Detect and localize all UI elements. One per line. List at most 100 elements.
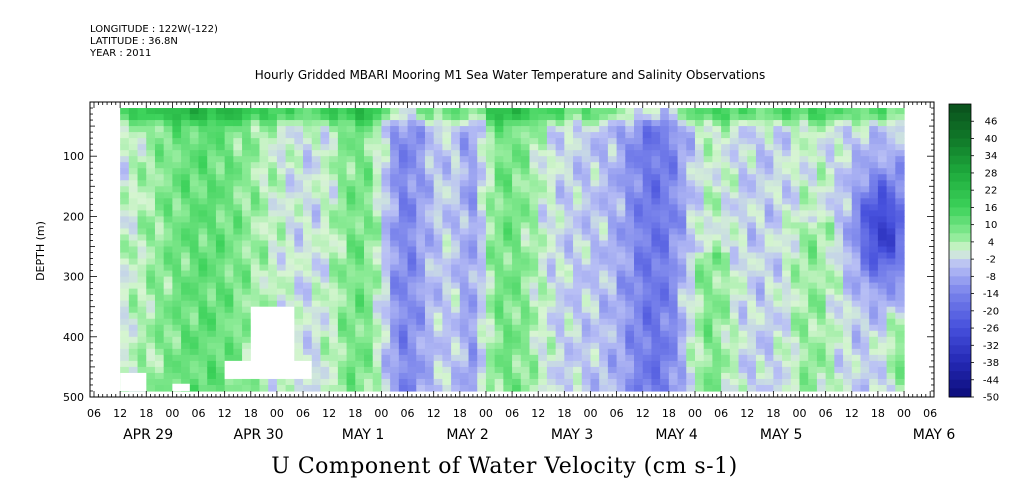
heatmap-cell	[843, 324, 853, 332]
heatmap-cell	[529, 126, 539, 133]
heatmap-cell	[285, 288, 295, 296]
heatmap-cell	[372, 306, 383, 314]
heatmap-cell	[181, 366, 191, 374]
heatmap-cell	[337, 342, 348, 350]
heatmap-cell	[276, 144, 287, 151]
heatmap-cell	[773, 372, 783, 380]
heatmap-cell	[651, 306, 661, 314]
heatmap-cell	[451, 210, 461, 217]
heatmap-cell	[886, 234, 896, 242]
heatmap-cell	[337, 198, 348, 205]
heatmap-cell	[634, 216, 644, 224]
heatmap-cell	[120, 252, 130, 260]
heatmap-cell	[642, 216, 653, 224]
heatmap-cell	[294, 282, 304, 290]
heatmap-cell	[877, 126, 888, 133]
colorbar-swatch	[949, 172, 971, 183]
heatmap-cell	[398, 114, 409, 121]
heatmap-cell	[546, 270, 557, 278]
colorbar-swatch	[949, 233, 971, 243]
heatmap-cell	[581, 312, 592, 320]
heatmap-cell	[816, 276, 827, 284]
heatmap-cell	[808, 150, 818, 157]
heatmap-cell	[189, 108, 200, 115]
heatmap-cell	[494, 336, 504, 344]
heatmap-cell	[268, 126, 278, 133]
heatmap-cell	[294, 186, 304, 193]
heatmap-cell	[573, 216, 583, 224]
heatmap-cell	[154, 360, 165, 368]
heatmap-cell	[303, 180, 313, 187]
heatmap-cell	[816, 312, 827, 320]
heatmap-cell	[581, 192, 592, 199]
heatmap-cell	[538, 210, 548, 217]
heatmap-cell	[686, 252, 696, 260]
heatmap-cell	[346, 300, 356, 308]
heatmap-cell	[364, 354, 374, 362]
heatmap-cell	[424, 258, 435, 266]
heatmap-cell	[869, 270, 879, 278]
heatmap-cell	[468, 330, 478, 338]
heatmap-cell	[442, 282, 452, 290]
colorbar-label: 28	[985, 168, 998, 179]
heatmap-cell	[381, 156, 391, 163]
heatmap-cell	[512, 234, 522, 242]
colorbar-label: -14	[983, 289, 999, 300]
heatmap-cell	[747, 318, 757, 326]
heatmap-cell	[172, 114, 182, 121]
heatmap-cell	[433, 150, 443, 157]
heatmap-cell	[625, 378, 635, 386]
heatmap-cell	[546, 312, 557, 320]
heatmap-cell	[154, 120, 165, 127]
heatmap-cell	[381, 204, 391, 211]
heatmap-cell	[877, 234, 888, 242]
heatmap-cell	[390, 366, 400, 374]
heatmap-cell	[424, 336, 435, 344]
heatmap-cell	[268, 228, 278, 236]
heatmap-cell	[468, 348, 478, 356]
heatmap-cell	[642, 318, 653, 326]
heatmap-cell	[233, 192, 243, 199]
heatmap-cell	[215, 180, 226, 187]
heatmap-cell	[843, 264, 853, 272]
heatmap-cell	[128, 144, 139, 151]
heatmap-cell	[311, 318, 322, 326]
heatmap-cell	[215, 186, 226, 193]
heatmap-cell	[825, 180, 835, 187]
heatmap-cell	[599, 198, 609, 205]
heatmap-cell	[538, 294, 548, 302]
heatmap-cell	[459, 204, 470, 211]
heatmap-cell	[607, 378, 618, 386]
heatmap-cell	[747, 264, 757, 272]
heatmap-cell	[668, 180, 679, 187]
heatmap-cell	[468, 282, 478, 290]
heatmap-cell	[773, 318, 783, 326]
heatmap-cell	[355, 276, 365, 284]
heatmap-cell	[712, 156, 722, 163]
heatmap-cell	[494, 378, 504, 386]
heatmap-cell	[329, 186, 339, 193]
heatmap-cell	[259, 276, 269, 284]
heatmap-cell	[538, 168, 548, 175]
heatmap-cell	[172, 270, 182, 278]
heatmap-cell	[424, 348, 435, 356]
heatmap-cell	[442, 366, 452, 374]
heatmap-cell	[538, 108, 548, 115]
heatmap-cell	[407, 312, 417, 320]
heatmap-cell	[782, 174, 792, 181]
heatmap-cell	[398, 384, 409, 392]
heatmap-cell	[625, 162, 635, 169]
heatmap-cell	[555, 378, 565, 386]
heatmap-cell	[355, 366, 365, 374]
heatmap-cell	[311, 168, 322, 175]
heatmap-cell	[721, 198, 731, 205]
heatmap-cell	[268, 156, 278, 163]
heatmap-cell	[860, 294, 870, 302]
heatmap-cell	[590, 240, 600, 248]
heatmap-cell	[660, 204, 670, 211]
heatmap-cell	[886, 258, 896, 266]
heatmap-cell	[773, 312, 783, 320]
heatmap-cell	[372, 336, 383, 344]
heatmap-cell	[154, 282, 165, 290]
heatmap-cell	[398, 318, 409, 326]
